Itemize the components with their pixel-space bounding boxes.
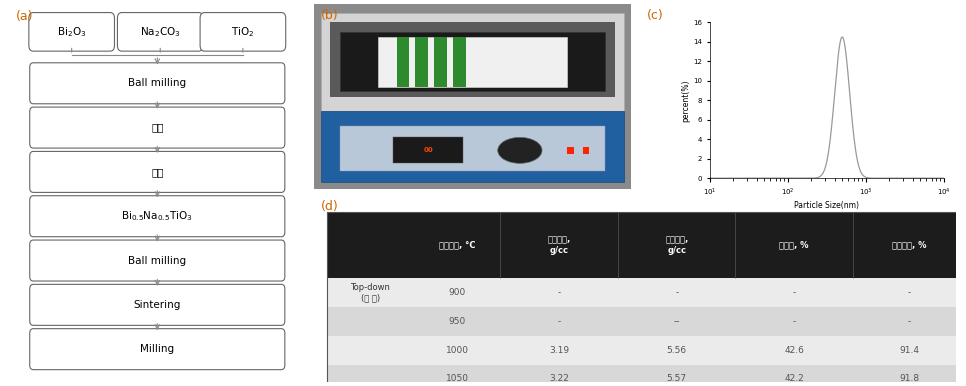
Bar (327, 278, 965, 307)
Text: 5.56: 5.56 (667, 345, 687, 355)
Text: 5.57: 5.57 (667, 374, 687, 383)
Circle shape (497, 137, 542, 163)
Text: 900: 900 (448, 288, 466, 297)
Bar (396, 37, 410, 87)
Text: --: -- (673, 317, 680, 326)
FancyBboxPatch shape (30, 328, 285, 370)
FancyBboxPatch shape (30, 63, 285, 104)
Bar (327, 212, 965, 278)
Bar (321, 112, 624, 182)
Text: Milling: Milling (140, 344, 174, 354)
Text: (b): (b) (321, 9, 338, 22)
Text: 상대밀도, %: 상대밀도, % (892, 240, 926, 249)
Text: -: - (675, 288, 678, 297)
Bar (340, 126, 606, 171)
Text: 1000: 1000 (445, 345, 469, 355)
Bar (327, 364, 965, 386)
Text: Top-down
(볼 밀): Top-down (볼 밀) (351, 283, 390, 302)
FancyBboxPatch shape (118, 13, 203, 51)
Bar (453, 37, 467, 87)
Text: 91.8: 91.8 (899, 374, 920, 383)
Text: Bi$_{0.5}$Na$_{0.5}$TiO$_3$: Bi$_{0.5}$Na$_{0.5}$TiO$_3$ (122, 209, 193, 223)
Text: 950: 950 (448, 317, 466, 326)
Text: TiO$_2$: TiO$_2$ (231, 25, 255, 39)
Text: 소결온도, °C: 소결온도, °C (439, 240, 475, 249)
Text: -: - (557, 317, 561, 326)
Bar (327, 307, 965, 336)
Bar (378, 37, 567, 87)
FancyBboxPatch shape (29, 13, 115, 51)
Text: 91.4: 91.4 (899, 345, 919, 355)
Text: 하소: 하소 (151, 167, 163, 177)
FancyBboxPatch shape (30, 240, 285, 281)
Bar (340, 32, 606, 91)
Bar (567, 147, 574, 154)
Text: -: - (792, 288, 796, 297)
Text: -: - (907, 288, 911, 297)
FancyBboxPatch shape (30, 196, 285, 237)
Text: Sintering: Sintering (133, 300, 181, 310)
Text: -: - (557, 288, 561, 297)
Text: 1050: 1050 (445, 374, 469, 383)
Text: (d): (d) (321, 200, 338, 213)
Text: 42.2: 42.2 (784, 374, 804, 383)
Text: Na$_2$CO$_3$: Na$_2$CO$_3$ (140, 25, 181, 39)
FancyBboxPatch shape (30, 107, 285, 148)
Text: Ball milling: Ball milling (128, 256, 186, 266)
Text: 성형밀도,
g/cc: 성형밀도, g/cc (548, 235, 571, 255)
Bar (327, 336, 965, 364)
Text: 건조: 건조 (151, 123, 163, 133)
Text: 42.6: 42.6 (784, 345, 804, 355)
Bar (435, 37, 447, 87)
FancyBboxPatch shape (200, 13, 286, 51)
Text: -: - (907, 317, 911, 326)
Text: Ball milling: Ball milling (128, 78, 186, 88)
Text: 소결밀도,
g/cc: 소결밀도, g/cc (666, 235, 689, 255)
Text: -: - (792, 317, 796, 326)
Text: 수축율, %: 수축율, % (780, 240, 809, 249)
Bar (415, 37, 428, 87)
Text: (c): (c) (646, 9, 663, 22)
FancyBboxPatch shape (30, 284, 285, 325)
Bar (330, 22, 614, 96)
Text: 3.22: 3.22 (550, 374, 569, 383)
Bar (393, 137, 463, 163)
Text: 3.19: 3.19 (549, 345, 569, 355)
Bar (321, 13, 624, 112)
Text: Bi$_2$O$_3$: Bi$_2$O$_3$ (57, 25, 86, 39)
Text: 00: 00 (423, 147, 433, 153)
Text: (a): (a) (15, 10, 33, 22)
Bar (583, 147, 589, 154)
FancyBboxPatch shape (30, 151, 285, 192)
